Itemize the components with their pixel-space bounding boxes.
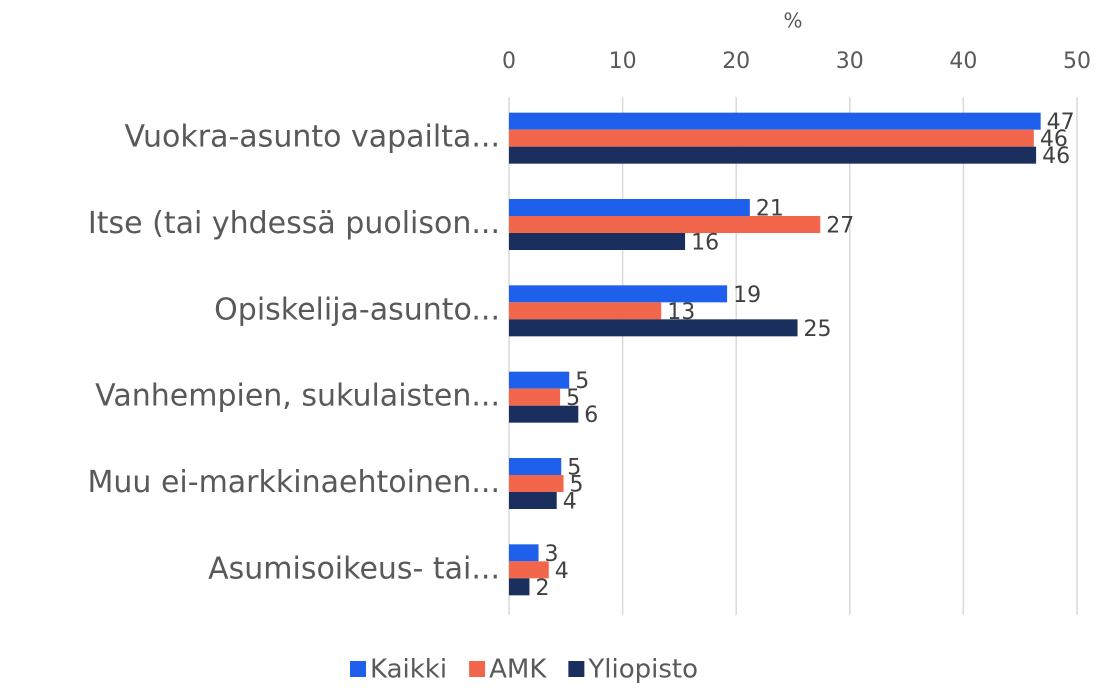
- data-label: 5: [575, 369, 589, 394]
- category-label: Vanhempien, sukulaisten...: [95, 379, 500, 414]
- data-label: 2: [535, 576, 549, 601]
- category-label: Muu ei-markkinaehtoinen...: [88, 465, 501, 500]
- legend-swatch: [469, 661, 486, 677]
- data-label: 47: [1047, 110, 1075, 135]
- x-tick-label: 50: [1063, 49, 1091, 74]
- data-label: 16: [691, 231, 719, 256]
- bar: [509, 285, 728, 303]
- bar: [509, 129, 1034, 147]
- bar: [509, 458, 562, 475]
- data-label: 25: [804, 317, 832, 342]
- data-label: 5: [570, 473, 584, 498]
- legend-label: Yliopisto: [587, 655, 698, 685]
- data-label: 46: [1042, 144, 1070, 169]
- bar: [509, 492, 557, 509]
- data-label: 27: [826, 214, 854, 239]
- bar: [509, 578, 530, 596]
- x-tick-label: 30: [836, 49, 864, 74]
- x-tick-label: 20: [722, 49, 750, 74]
- legend-label: Kaikki: [370, 655, 447, 685]
- bar: [509, 216, 821, 233]
- category-label: Vuokra-asunto vapailta...: [125, 120, 500, 155]
- category-label: Itse (tai yhdessä puolison...: [88, 206, 500, 241]
- data-label: 6: [584, 403, 598, 428]
- data-label: 4: [555, 559, 569, 584]
- x-axis-label: %: [783, 9, 802, 33]
- bar: [509, 388, 561, 406]
- data-label: 4: [563, 490, 577, 515]
- data-label: 5: [567, 456, 581, 481]
- bar: [509, 544, 539, 562]
- bar: [509, 475, 564, 492]
- data-label: 46: [1040, 127, 1068, 152]
- bar: [509, 199, 750, 216]
- bar: [509, 561, 549, 579]
- bar: [509, 371, 570, 389]
- x-tick-label: 10: [609, 49, 637, 74]
- bar: [509, 146, 1037, 164]
- bar: [509, 112, 1041, 130]
- x-tick-label: 0: [502, 49, 516, 74]
- category-label: Opiskelija-asunto...: [214, 292, 500, 327]
- x-tick-label: 40: [949, 49, 977, 74]
- category-label: Asumisoikeus- tai...: [208, 551, 500, 586]
- bar: [509, 233, 686, 250]
- legend-swatch: [350, 661, 366, 677]
- data-label: 3: [545, 542, 559, 567]
- bar: [509, 405, 579, 423]
- legend-swatch: [568, 661, 585, 677]
- data-label: 19: [733, 283, 761, 308]
- bar: [509, 302, 662, 320]
- legend-label: AMK: [489, 655, 547, 685]
- bar: [509, 319, 798, 337]
- data-label: 5: [566, 386, 580, 411]
